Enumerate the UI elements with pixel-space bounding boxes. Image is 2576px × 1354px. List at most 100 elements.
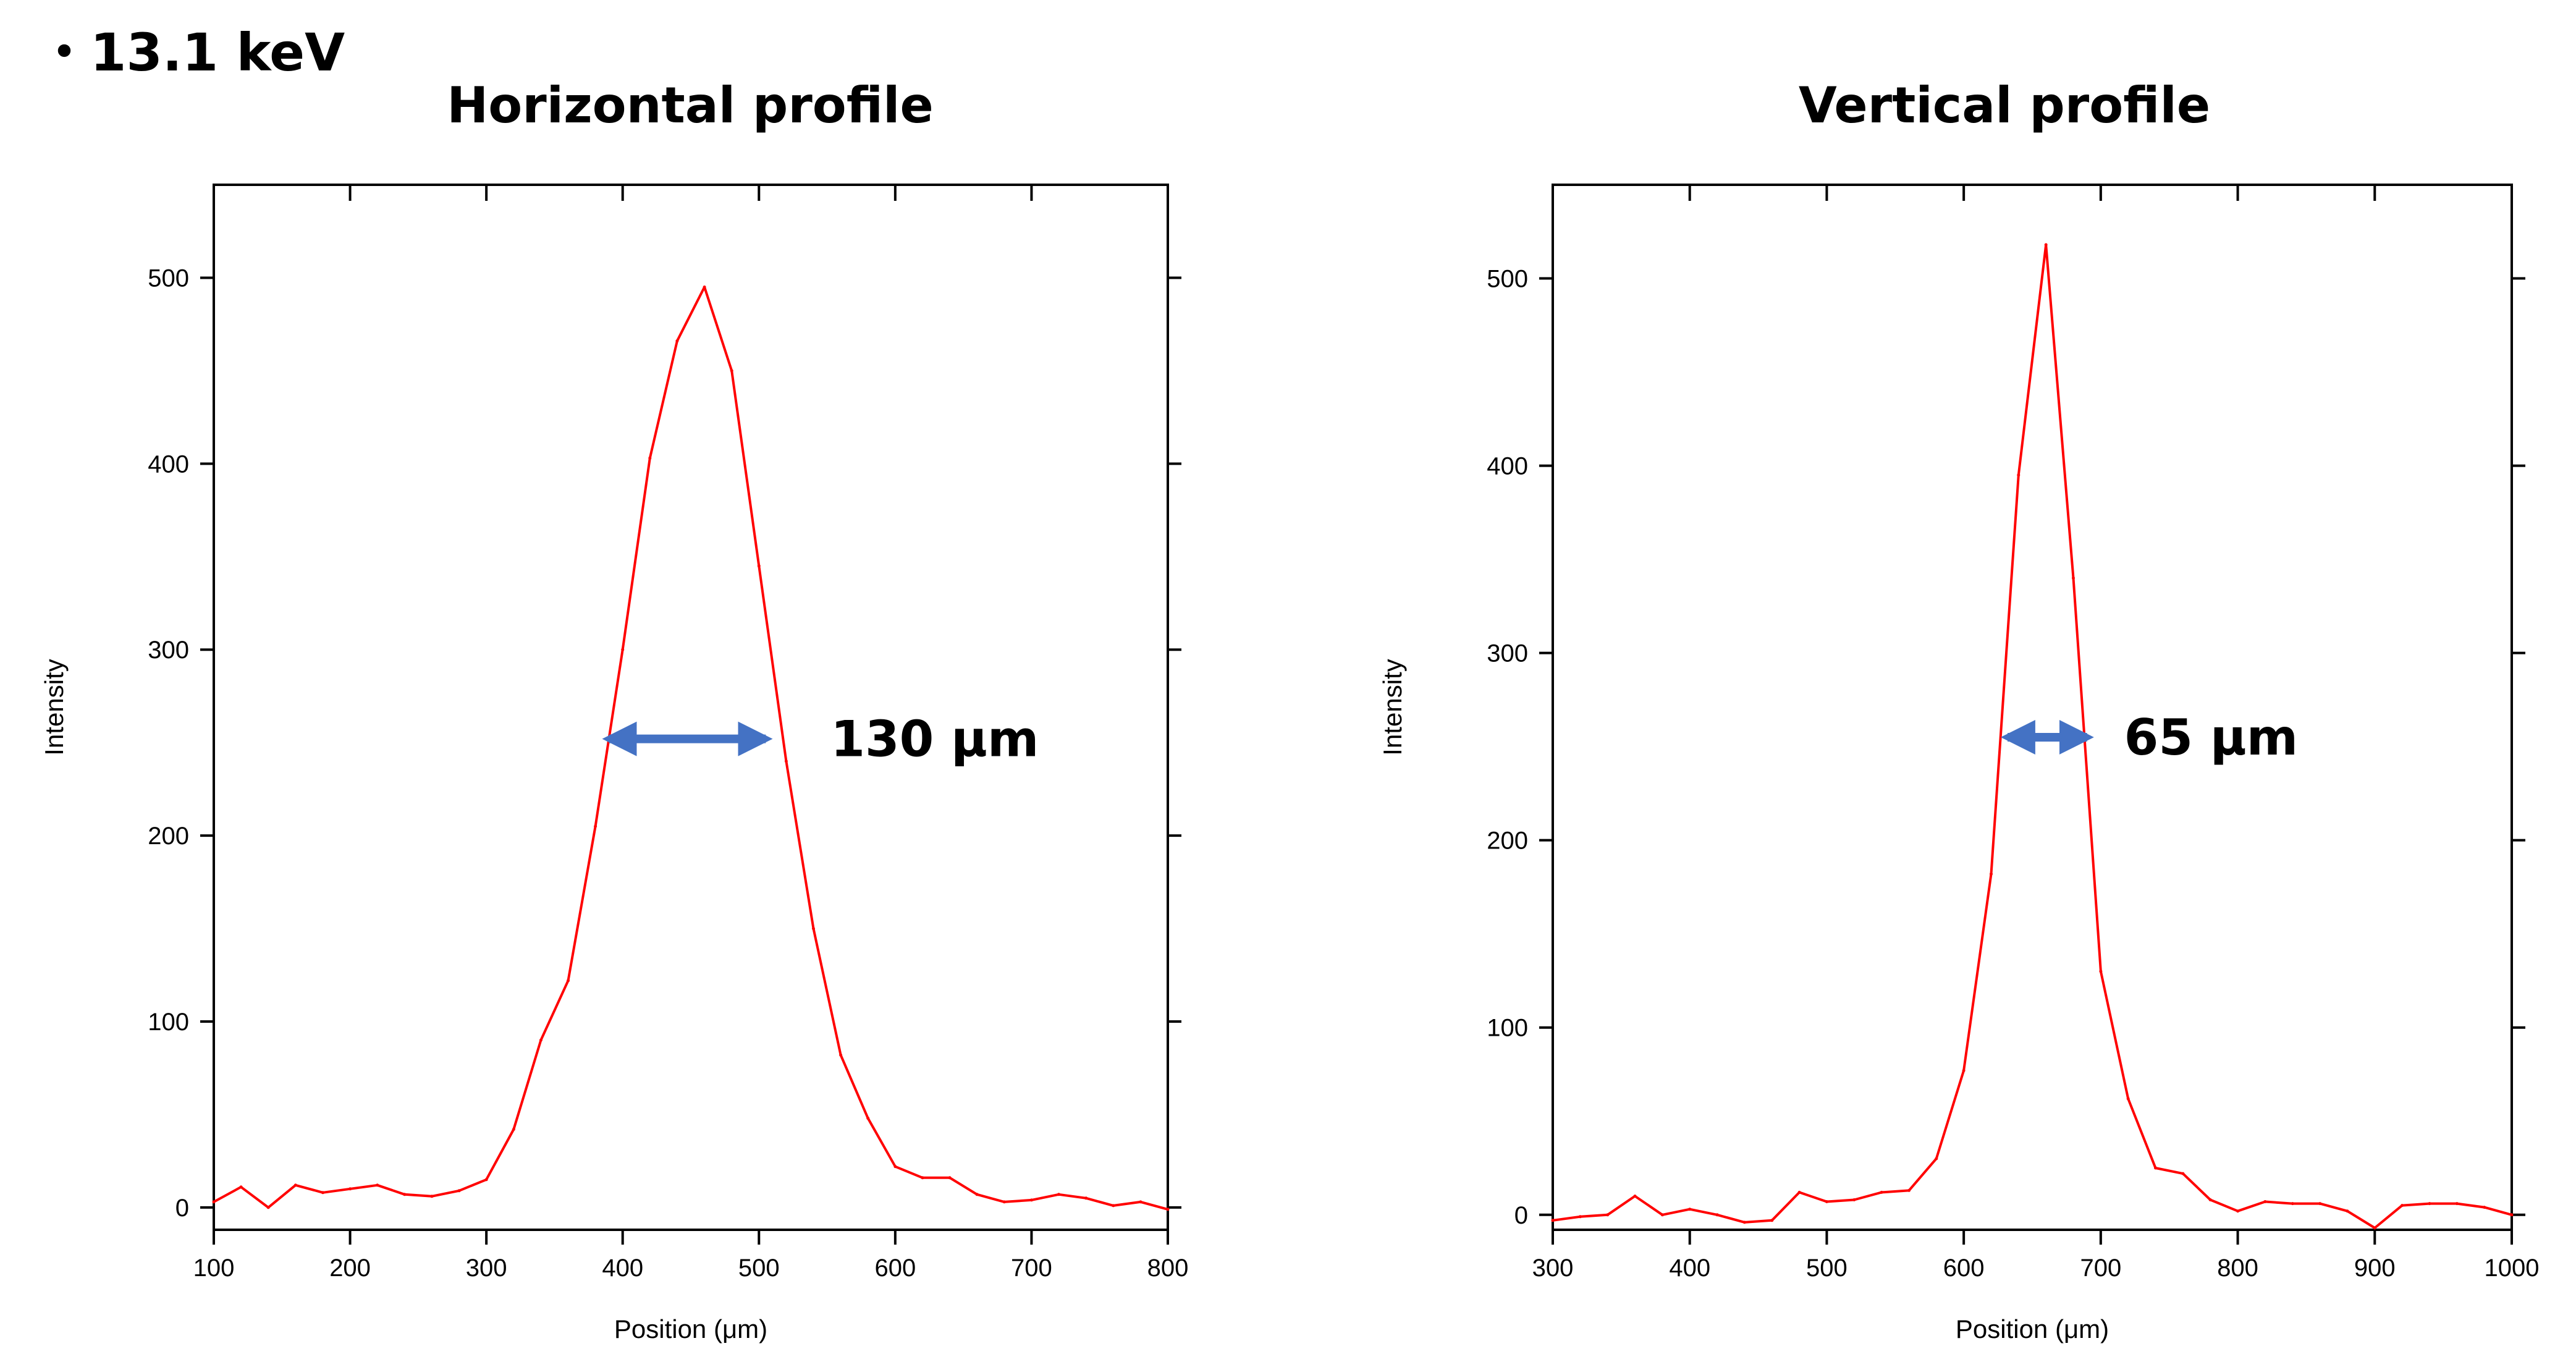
data-point <box>2208 1198 2212 1201</box>
data-point <box>348 1187 352 1191</box>
y-tick-label: 0 <box>175 1195 189 1222</box>
data-point <box>321 1191 324 1195</box>
data-point <box>1880 1190 1883 1194</box>
data-point <box>2017 473 2021 477</box>
x-tick-label: 500 <box>738 1255 780 1282</box>
data-point <box>539 1038 543 1042</box>
data-point <box>2483 1206 2486 1209</box>
data-point <box>1688 1208 1692 1211</box>
data-point <box>567 979 570 983</box>
data-point <box>2072 576 2075 580</box>
x-tick-label: 200 <box>329 1255 371 1282</box>
data-point <box>1029 1198 1033 1202</box>
data-point <box>1742 1221 1746 1224</box>
data-point <box>2318 1202 2322 1206</box>
data-point <box>1551 1219 1555 1222</box>
y-tick-label: 200 <box>1487 827 1528 855</box>
data-point <box>1578 1215 1582 1219</box>
fwhm-label: 65 μm <box>2124 709 2298 766</box>
data-point <box>2099 970 2103 973</box>
chart-1: Horizontal profile 100 200 300 400 500 600 700 8… <box>40 77 1188 1343</box>
data-point <box>2401 1204 2404 1208</box>
data-point <box>239 1185 243 1189</box>
data-point <box>293 1183 297 1187</box>
data-point <box>812 927 815 931</box>
data-point <box>1907 1188 1911 1192</box>
data-point <box>948 1176 952 1180</box>
data-point <box>1606 1213 1610 1217</box>
profile-line <box>213 286 1168 1211</box>
data-point <box>2236 1209 2240 1213</box>
data-point <box>1139 1200 1142 1204</box>
data-point <box>1112 1204 1115 1208</box>
data-point <box>975 1193 979 1196</box>
x-tick-label: 100 <box>193 1255 235 1282</box>
data-point <box>621 648 625 651</box>
y-tick-label: 400 <box>148 451 189 478</box>
data-point <box>1852 1198 1856 1201</box>
x-tick-label: 800 <box>2217 1255 2258 1282</box>
chart-title: Horizontal profile <box>447 77 933 134</box>
data-point <box>1990 872 1993 876</box>
data-point <box>484 1178 488 1182</box>
data-point <box>1633 1195 1637 1198</box>
data-point <box>784 760 788 763</box>
plot-frame <box>1552 184 2513 1231</box>
data-point <box>1770 1219 1774 1222</box>
y-axis-label: Intensity <box>1378 659 1407 755</box>
data-point <box>2044 243 2048 247</box>
data-point <box>648 456 652 460</box>
x-tick-label: 600 <box>1943 1255 1985 1282</box>
x-tick-label: 300 <box>466 1255 507 1282</box>
y-tick-label: 100 <box>1487 1015 1528 1042</box>
data-point <box>839 1053 843 1057</box>
data-point <box>2428 1202 2431 1206</box>
data-point <box>1935 1157 1938 1161</box>
data-point <box>2154 1166 2157 1170</box>
data-point <box>376 1183 379 1187</box>
data-point <box>2181 1172 2185 1175</box>
data-point <box>1660 1213 1664 1217</box>
data-point <box>1825 1200 1828 1203</box>
data-point <box>757 564 761 568</box>
chart-2: Vertical profile 300 400 500 600 700 800 900 100… <box>1378 77 2539 1343</box>
figure-heading: ・13.1 keV <box>38 22 345 83</box>
y-tick-label: 400 <box>1487 453 1528 480</box>
data-point <box>1002 1200 1006 1204</box>
plot-frame <box>213 184 1169 1231</box>
data-point <box>212 1200 216 1204</box>
x-tick-label: 700 <box>2080 1255 2121 1282</box>
data-point <box>2455 1202 2459 1206</box>
data-point <box>430 1195 434 1198</box>
data-point <box>1166 1208 1170 1211</box>
data-point <box>2291 1202 2294 1206</box>
data-point <box>1797 1190 1801 1194</box>
x-axis-label: Position (μm) <box>614 1314 767 1343</box>
y-tick-label: 100 <box>148 1009 189 1036</box>
y-tick-label: 200 <box>148 823 189 850</box>
data-point <box>2510 1213 2514 1217</box>
x-tick-label: 600 <box>874 1255 916 1282</box>
y-tick-label: 500 <box>1487 266 1528 293</box>
data-point <box>266 1206 270 1209</box>
data-point <box>2373 1226 2376 1230</box>
data-point <box>675 339 679 343</box>
x-tick-label: 900 <box>2354 1255 2396 1282</box>
x-axis-label: Position (μm) <box>1956 1314 2109 1343</box>
data-point <box>512 1128 515 1131</box>
data-point <box>1715 1213 1719 1217</box>
chart-title: Vertical profile <box>1799 77 2210 134</box>
x-tick-label: 300 <box>1532 1255 1574 1282</box>
x-tick-label: 700 <box>1011 1255 1052 1282</box>
data-point <box>594 824 598 828</box>
x-tick-label: 800 <box>1147 1255 1189 1282</box>
data-point <box>893 1165 897 1169</box>
x-tick-label: 500 <box>1806 1255 1848 1282</box>
data-point <box>730 369 733 373</box>
data-point <box>403 1193 407 1196</box>
profile-line <box>1552 243 2512 1229</box>
data-point <box>866 1117 870 1120</box>
x-tick-label: 400 <box>1669 1255 1710 1282</box>
data-point <box>2126 1097 2130 1101</box>
